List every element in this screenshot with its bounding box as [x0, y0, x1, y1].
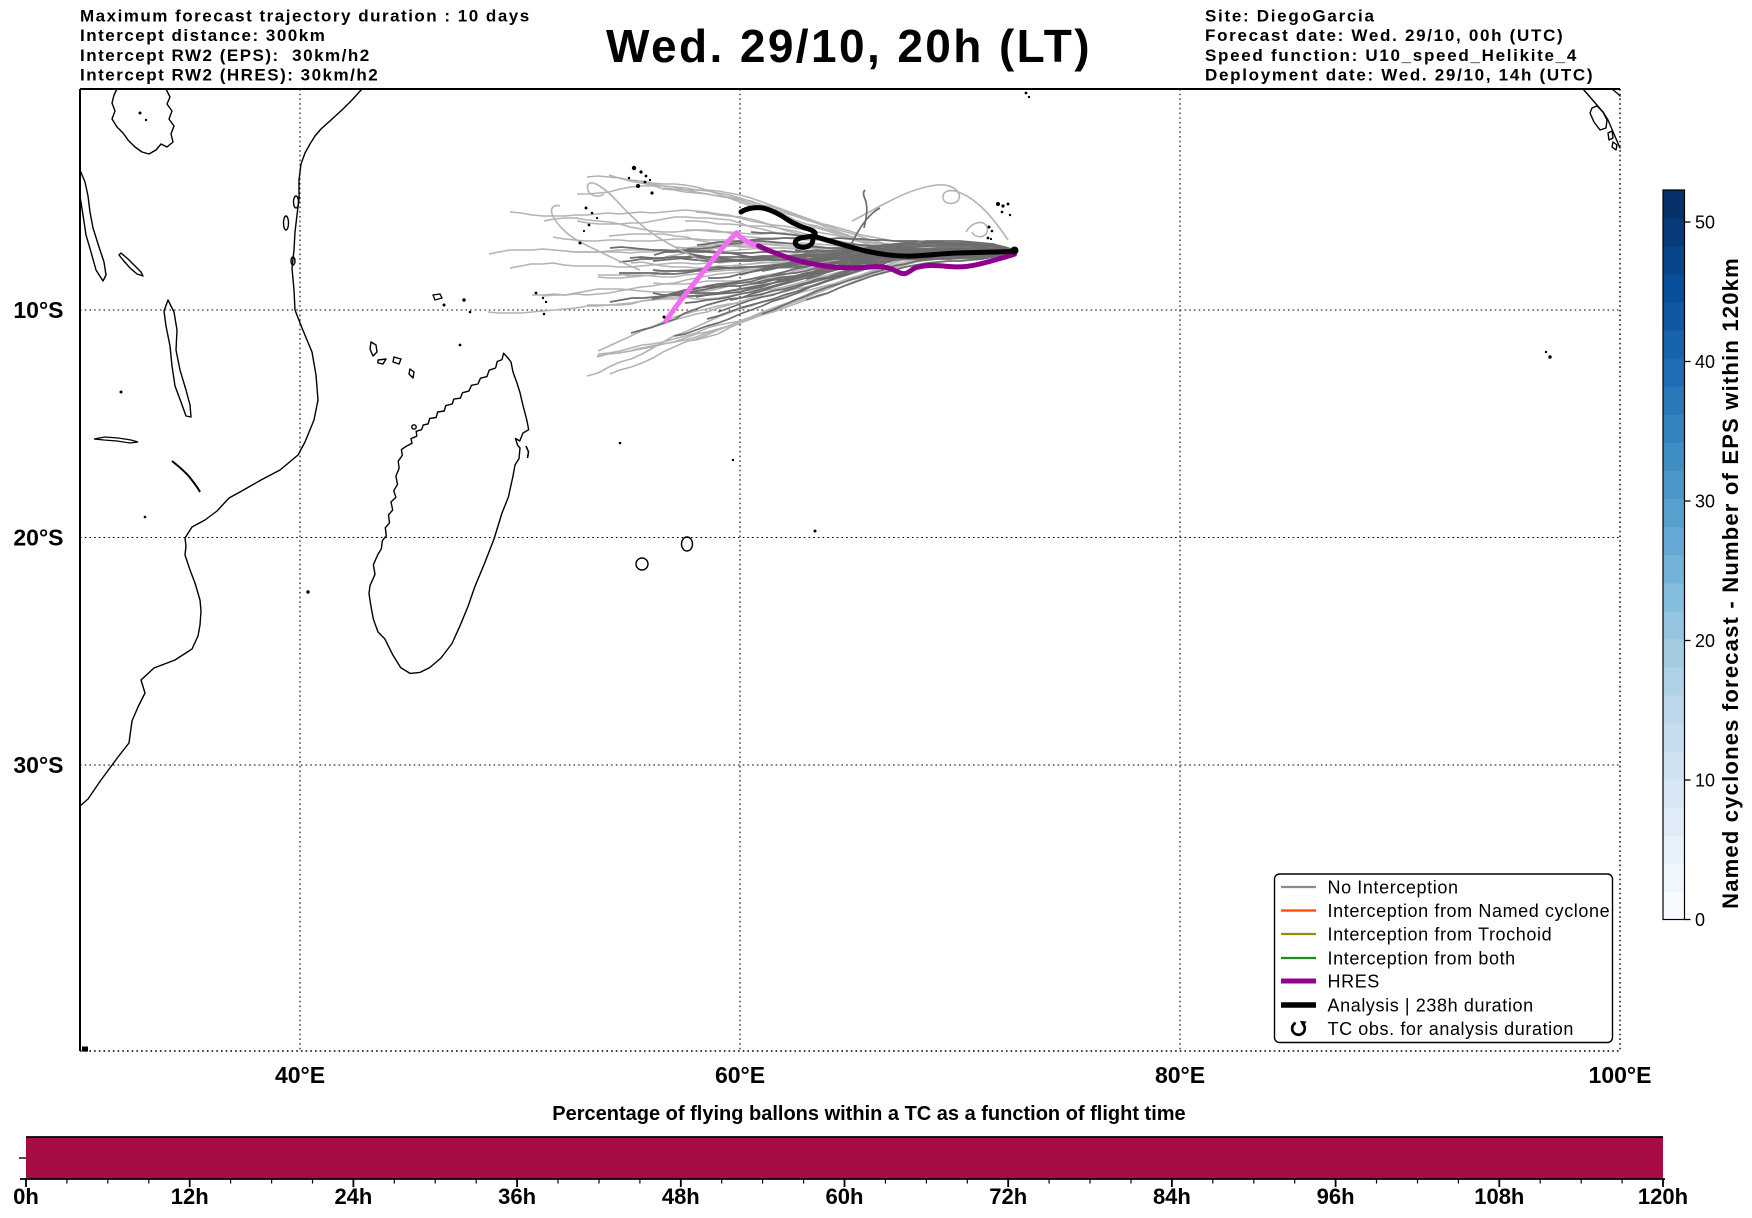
svg-text:24h: 24h: [334, 1184, 372, 1209]
svg-text:Percentage of flying ballons w: Percentage of flying ballons within a TC…: [552, 1103, 1185, 1125]
svg-text:Deployment date: Wed. 29/10, 1: Deployment date: Wed. 29/10, 14h (UTC): [1205, 66, 1594, 85]
svg-text:40°E: 40°E: [275, 1062, 325, 1088]
svg-text:50: 50: [1695, 212, 1715, 232]
svg-text:No Interception: No Interception: [1328, 877, 1459, 897]
svg-text:10: 10: [1695, 770, 1715, 790]
svg-text:120h: 120h: [1638, 1184, 1688, 1209]
svg-text:Intercept RW2 (HRES): 30km/h2: Intercept RW2 (HRES): 30km/h2: [80, 66, 379, 85]
svg-text:Intercept distance: 300km: Intercept distance: 300km: [80, 26, 326, 45]
svg-text:0h: 0h: [13, 1184, 39, 1209]
svg-text:72h: 72h: [989, 1184, 1027, 1209]
svg-text:36h: 36h: [498, 1184, 536, 1209]
svg-text:108h: 108h: [1474, 1184, 1524, 1209]
svg-text:Maximum forecast trajectory du: Maximum forecast trajectory duration : 1…: [80, 6, 531, 25]
svg-text:Named cyclones forecast - Numb: Named cyclones forecast - Number of EPS …: [1718, 257, 1743, 909]
svg-text:60h: 60h: [826, 1184, 864, 1209]
svg-text:Wed. 29/10, 20h (LT): Wed. 29/10, 20h (LT): [606, 20, 1092, 72]
svg-text:Forecast date: Wed. 29/10, 00h: Forecast date: Wed. 29/10, 00h (UTC): [1205, 26, 1564, 45]
svg-text:Interception from Named cyclon: Interception from Named cyclone: [1328, 901, 1611, 921]
svg-text:48h: 48h: [662, 1184, 700, 1209]
svg-text:0: 0: [1695, 910, 1705, 930]
svg-text:Intercept RW2 (EPS): 30km/h2: Intercept RW2 (EPS): 30km/h2: [80, 46, 371, 65]
svg-text:30: 30: [1695, 491, 1715, 511]
svg-text:Speed function: U10_speed_Heli: Speed function: U10_speed_Helikite_4: [1205, 46, 1578, 65]
svg-text:100°E: 100°E: [1589, 1062, 1652, 1088]
svg-text:Site: DiegoGarcia: Site: DiegoGarcia: [1205, 6, 1376, 25]
svg-text:Interception from Trochoid: Interception from Trochoid: [1328, 924, 1553, 944]
svg-text:Interception from both: Interception from both: [1328, 948, 1516, 968]
svg-text:60°E: 60°E: [715, 1062, 765, 1088]
svg-text:80°E: 80°E: [1155, 1062, 1205, 1088]
svg-text:10°S: 10°S: [13, 297, 63, 323]
svg-text:96h: 96h: [1317, 1184, 1355, 1209]
svg-text:40: 40: [1695, 352, 1715, 372]
svg-text:84h: 84h: [1153, 1184, 1191, 1209]
svg-text:Analysis | 238h duration: Analysis | 238h duration: [1328, 995, 1534, 1015]
svg-text:HRES: HRES: [1328, 971, 1380, 991]
svg-text:20°S: 20°S: [13, 525, 63, 551]
svg-text:12h: 12h: [171, 1184, 209, 1209]
svg-text:TC obs. for analysis duration: TC obs. for analysis duration: [1328, 1019, 1575, 1039]
svg-text:30°S: 30°S: [13, 752, 63, 778]
svg-text:20: 20: [1695, 631, 1715, 651]
